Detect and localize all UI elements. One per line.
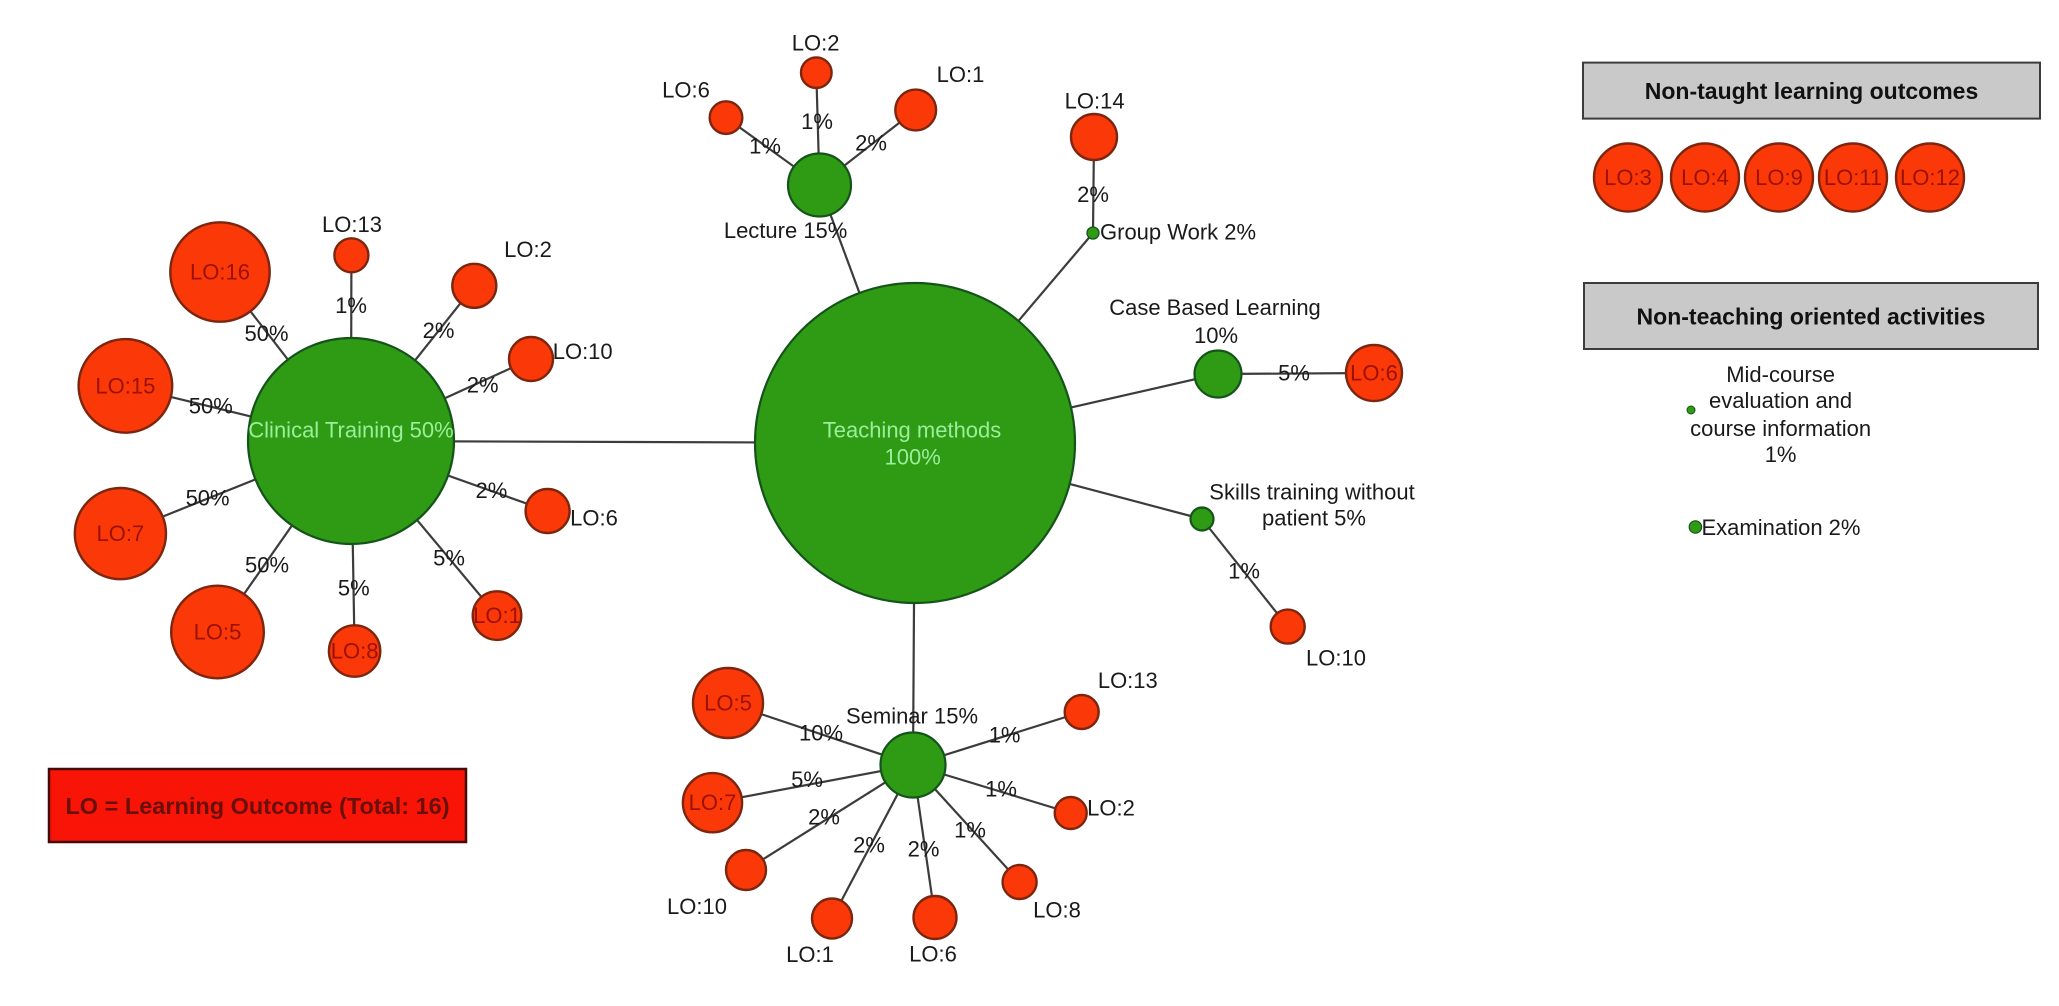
svg-text:100%: 100% (885, 445, 941, 470)
svg-text:LO:7: LO:7 (689, 790, 737, 815)
svg-text:LO:6: LO:6 (1350, 361, 1398, 386)
svg-text:LO:3: LO:3 (1604, 165, 1652, 190)
svg-text:LO:13: LO:13 (322, 212, 382, 237)
svg-text:LO:2: LO:2 (792, 30, 840, 55)
svg-text:5%: 5% (338, 576, 370, 601)
svg-text:2%: 2% (808, 805, 840, 830)
svg-text:1%: 1% (989, 723, 1021, 748)
svg-text:LO:5: LO:5 (194, 620, 242, 645)
svg-text:LO:16: LO:16 (190, 260, 250, 285)
svg-text:LO:10: LO:10 (667, 894, 727, 919)
svg-text:LO:8: LO:8 (1033, 898, 1081, 923)
svg-text:50%: 50% (189, 394, 233, 419)
svg-text:1%: 1% (1765, 442, 1797, 467)
svg-text:patient 5%: patient 5% (1262, 506, 1366, 531)
svg-text:LO:10: LO:10 (1306, 646, 1366, 671)
svg-text:2%: 2% (855, 131, 887, 156)
svg-text:1%: 1% (1228, 558, 1260, 583)
svg-text:LO:1: LO:1 (786, 942, 834, 967)
svg-text:50%: 50% (245, 552, 289, 577)
svg-text:1%: 1% (801, 109, 833, 134)
svg-text:LO:6: LO:6 (909, 942, 957, 967)
svg-text:Examination 2%: Examination 2% (1702, 515, 1861, 540)
svg-text:5%: 5% (433, 545, 465, 570)
svg-text:2%: 2% (908, 837, 940, 862)
svg-text:1%: 1% (985, 777, 1017, 802)
svg-text:1%: 1% (954, 818, 986, 843)
svg-text:5%: 5% (1278, 361, 1310, 386)
svg-text:5%: 5% (791, 767, 823, 792)
svg-text:LO:15: LO:15 (95, 373, 155, 398)
svg-text:LO:2: LO:2 (504, 237, 552, 262)
svg-text:Skills training without: Skills training without (1209, 479, 1414, 504)
svg-text:1%: 1% (335, 293, 367, 318)
svg-text:10%: 10% (1194, 323, 1238, 348)
svg-text:2%: 2% (853, 833, 885, 858)
svg-text:LO:1: LO:1 (937, 62, 985, 87)
svg-text:Mid-course: Mid-course (1726, 362, 1835, 387)
svg-text:50%: 50% (186, 486, 230, 511)
svg-text:Case Based Learning: Case Based Learning (1109, 295, 1321, 320)
svg-text:LO:8: LO:8 (331, 639, 379, 664)
svg-text:Clinical Training 50%: Clinical Training 50% (248, 418, 453, 443)
svg-text:course information: course information (1690, 416, 1871, 441)
svg-text:LO:1: LO:1 (473, 603, 521, 628)
svg-text:LO:7: LO:7 (97, 521, 145, 546)
svg-text:Teaching methods: Teaching methods (823, 418, 1002, 443)
svg-text:LO:4: LO:4 (1681, 165, 1729, 190)
svg-text:evaluation and: evaluation and (1709, 388, 1852, 413)
svg-text:2%: 2% (476, 478, 508, 503)
svg-text:LO:11: LO:11 (1824, 165, 1882, 190)
svg-text:LO:2: LO:2 (1087, 796, 1135, 821)
svg-text:LO:10: LO:10 (553, 339, 613, 364)
svg-text:1%: 1% (749, 134, 781, 159)
svg-text:2%: 2% (423, 318, 455, 343)
svg-text:Lecture 15%: Lecture 15% (724, 218, 848, 243)
svg-text:LO = Learning Outcome (Total:: LO = Learning Outcome (Total: 16) (65, 793, 449, 819)
svg-text:50%: 50% (244, 321, 288, 346)
svg-text:10%: 10% (799, 721, 843, 746)
svg-text:LO:12: LO:12 (1900, 165, 1960, 190)
svg-text:LO:9: LO:9 (1755, 165, 1803, 190)
svg-text:LO:5: LO:5 (704, 691, 752, 716)
svg-text:Seminar 15%: Seminar 15% (846, 703, 978, 728)
svg-text:LO:14: LO:14 (1065, 89, 1125, 114)
svg-text:2%: 2% (1077, 182, 1109, 207)
svg-text:Group Work 2%: Group Work 2% (1100, 220, 1256, 245)
svg-text:LO:13: LO:13 (1098, 668, 1158, 693)
svg-text:LO:6: LO:6 (570, 506, 618, 531)
svg-text:Non-teaching oriented activiti: Non-teaching oriented activities (1637, 304, 1986, 330)
svg-text:LO:6: LO:6 (662, 78, 710, 103)
svg-text:Non-taught learning outcomes: Non-taught learning outcomes (1645, 78, 1979, 104)
svg-text:2%: 2% (467, 372, 499, 397)
